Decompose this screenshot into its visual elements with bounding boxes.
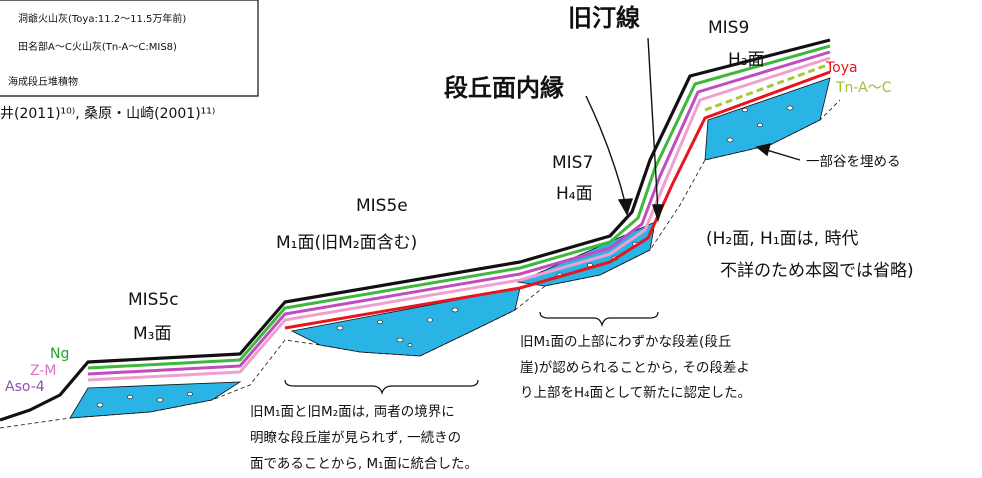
- legend-tn-text: 田名部A～C火山灰(Tn-A～C:MIS8): [18, 40, 177, 53]
- ground-surface: [0, 38, 831, 422]
- m1-note-line3: 面であることから, M₁面に統合した。: [250, 456, 478, 472]
- deposit-m1: [290, 287, 521, 357]
- mis5c-surface: M₃面: [133, 324, 171, 344]
- mis7-surface: H₄面: [556, 184, 593, 204]
- layer-aso4: [87, 56, 831, 382]
- legend-box: 洞爺火山灰(Toya:11.2～11.5万年前) 田名部A～C火山灰(Tn-A～…: [0, 0, 259, 97]
- deposit-m3: [69, 381, 242, 419]
- legend-deposit-text: 海成段丘堆積物: [8, 75, 78, 88]
- citation-text: 井(2011)¹⁰⁾, 桑原・山崎(2001)¹¹⁾: [0, 106, 215, 122]
- inner-edge-arrow: [585, 95, 627, 207]
- legend-toya-text: 洞爺火山灰(Toya:11.2～11.5万年前): [18, 12, 186, 25]
- mis9-stage: MIS9: [708, 18, 749, 38]
- h4-brace: [539, 311, 659, 328]
- zm-label: Z-M: [30, 363, 56, 379]
- mis5e-stage: MIS5e: [356, 196, 408, 216]
- mis7-stage: MIS7: [552, 153, 593, 173]
- toya-label: Toya: [825, 60, 858, 76]
- layer-ng: [87, 44, 831, 370]
- tn-label: Tn-A～C: [835, 80, 892, 96]
- h4-note-line1: 旧M₁面の上部にわずかな段差(段丘: [520, 334, 731, 350]
- h4-note-line2: 崖)が認められることから, その段差よ: [520, 360, 750, 376]
- mis5c-stage: MIS5c: [128, 290, 179, 310]
- layer-toya: [284, 70, 831, 330]
- inner-edge-arrowhead: [617, 198, 633, 216]
- braces: [284, 311, 659, 396]
- mis5e-surface: M₁面(旧M₂面含む): [276, 233, 417, 253]
- stratigraphy-layers: [0, 38, 831, 422]
- ng-label: Ng: [50, 346, 69, 362]
- aso4-label: Aso-4: [5, 379, 45, 395]
- m1-note-line2: 明瞭な段丘崖が見られず, 一続きの: [250, 430, 461, 446]
- mis9-surface: H₃面: [728, 50, 765, 70]
- terrace-inner-edge-label: 段丘面内縁: [444, 74, 564, 102]
- valley-fill-label: 一部谷を埋める: [806, 154, 901, 170]
- omission-note-line1: (H₂面, H₁面は, 時代: [706, 229, 858, 249]
- layer-tn-dashed: [704, 62, 831, 112]
- old-shoreline-arrow: [647, 37, 659, 213]
- callout-arrows: [585, 37, 801, 223]
- m1-brace: [284, 379, 479, 396]
- valley-fill-arrowhead: [755, 143, 771, 157]
- old-shoreline-label: 旧汀線: [568, 4, 640, 32]
- old-shoreline-arrowhead: [652, 204, 664, 223]
- omission-note-line2: 不詳のため本図では省略): [720, 261, 914, 281]
- m1-note-line1: 旧M₁面と旧M₂面は, 両者の境界に: [250, 404, 455, 420]
- layer-zm: [87, 50, 831, 376]
- deposit-pebbles: [96, 105, 794, 408]
- h4-note-line3: り上部をH₄面として新たに認定した。: [520, 385, 751, 401]
